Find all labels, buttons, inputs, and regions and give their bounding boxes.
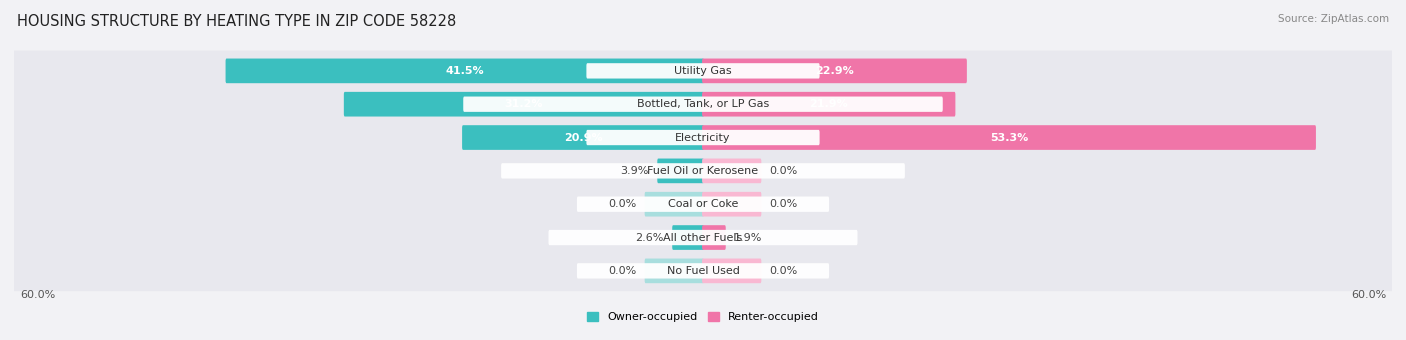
Text: All other Fuels: All other Fuels: [664, 233, 742, 242]
Text: 3.9%: 3.9%: [620, 166, 650, 176]
FancyBboxPatch shape: [501, 163, 905, 178]
FancyBboxPatch shape: [576, 263, 830, 278]
Text: 2.6%: 2.6%: [636, 233, 664, 242]
Text: 31.2%: 31.2%: [505, 99, 543, 109]
Text: No Fuel Used: No Fuel Used: [666, 266, 740, 276]
Text: 0.0%: 0.0%: [609, 266, 637, 276]
FancyBboxPatch shape: [7, 51, 1399, 91]
Text: 1.9%: 1.9%: [734, 233, 762, 242]
Text: 22.9%: 22.9%: [815, 66, 853, 76]
FancyBboxPatch shape: [225, 58, 704, 83]
FancyBboxPatch shape: [7, 251, 1399, 291]
FancyBboxPatch shape: [586, 63, 820, 79]
FancyBboxPatch shape: [344, 92, 704, 117]
Text: Bottled, Tank, or LP Gas: Bottled, Tank, or LP Gas: [637, 99, 769, 109]
Text: Electricity: Electricity: [675, 133, 731, 142]
Text: 53.3%: 53.3%: [990, 133, 1028, 142]
Text: 20.9%: 20.9%: [564, 133, 602, 142]
FancyBboxPatch shape: [586, 130, 820, 145]
Text: Source: ZipAtlas.com: Source: ZipAtlas.com: [1278, 14, 1389, 23]
Text: 0.0%: 0.0%: [769, 166, 797, 176]
Text: Coal or Coke: Coal or Coke: [668, 199, 738, 209]
FancyBboxPatch shape: [7, 184, 1399, 224]
FancyBboxPatch shape: [576, 197, 830, 212]
FancyBboxPatch shape: [657, 158, 704, 183]
FancyBboxPatch shape: [7, 117, 1399, 158]
FancyBboxPatch shape: [702, 225, 725, 250]
FancyBboxPatch shape: [702, 158, 761, 183]
FancyBboxPatch shape: [7, 217, 1399, 258]
Text: 21.9%: 21.9%: [810, 99, 848, 109]
Legend: Owner-occupied, Renter-occupied: Owner-occupied, Renter-occupied: [582, 307, 824, 327]
FancyBboxPatch shape: [702, 92, 956, 117]
FancyBboxPatch shape: [463, 125, 704, 150]
FancyBboxPatch shape: [702, 58, 967, 83]
Text: Fuel Oil or Kerosene: Fuel Oil or Kerosene: [647, 166, 759, 176]
FancyBboxPatch shape: [7, 151, 1399, 191]
FancyBboxPatch shape: [702, 258, 761, 283]
Text: 0.0%: 0.0%: [769, 266, 797, 276]
Text: 0.0%: 0.0%: [769, 199, 797, 209]
FancyBboxPatch shape: [548, 230, 858, 245]
FancyBboxPatch shape: [7, 84, 1399, 124]
Text: 41.5%: 41.5%: [446, 66, 484, 76]
FancyBboxPatch shape: [645, 192, 704, 217]
Text: 60.0%: 60.0%: [20, 290, 55, 300]
Text: HOUSING STRUCTURE BY HEATING TYPE IN ZIP CODE 58228: HOUSING STRUCTURE BY HEATING TYPE IN ZIP…: [17, 14, 456, 29]
FancyBboxPatch shape: [463, 97, 943, 112]
Text: 60.0%: 60.0%: [1351, 290, 1386, 300]
Text: 0.0%: 0.0%: [609, 199, 637, 209]
FancyBboxPatch shape: [672, 225, 704, 250]
FancyBboxPatch shape: [702, 192, 761, 217]
FancyBboxPatch shape: [645, 258, 704, 283]
Text: Utility Gas: Utility Gas: [675, 66, 731, 76]
FancyBboxPatch shape: [702, 125, 1316, 150]
